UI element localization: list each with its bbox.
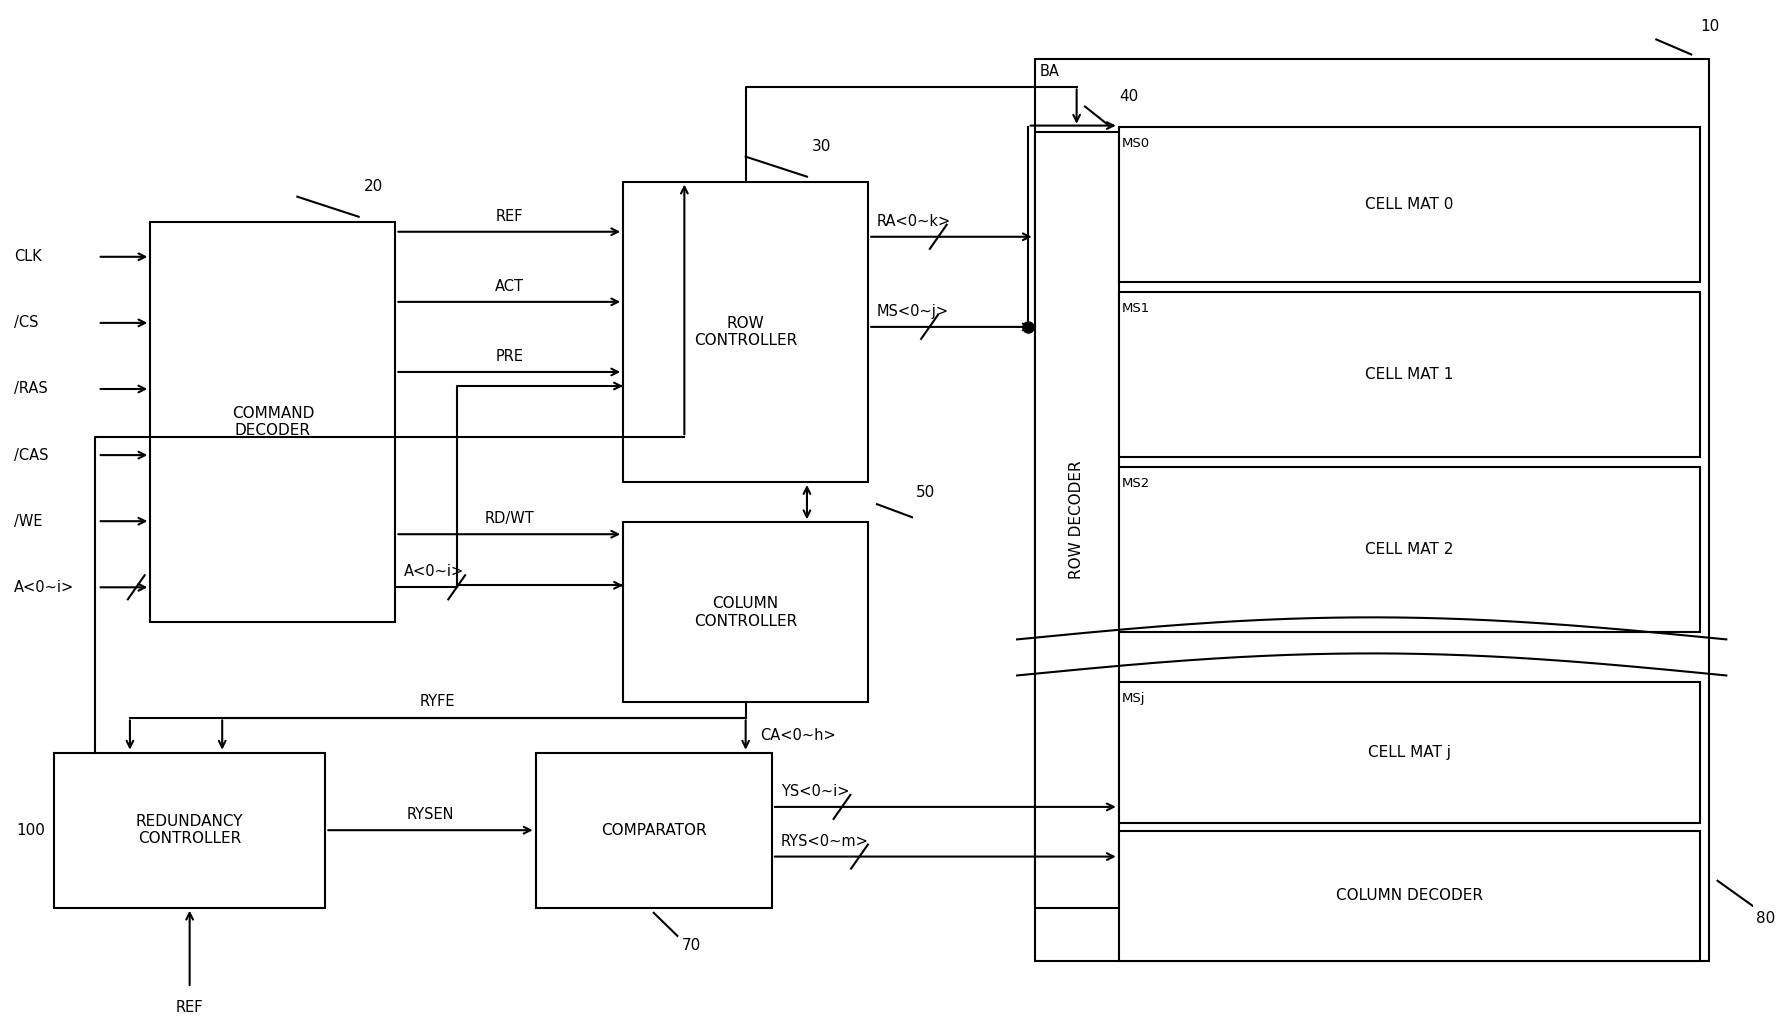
- FancyBboxPatch shape: [536, 753, 773, 908]
- Text: 80: 80: [1756, 911, 1776, 925]
- Text: RYS<0~m>: RYS<0~m>: [781, 834, 868, 848]
- FancyBboxPatch shape: [151, 222, 396, 622]
- Text: ROW
CONTROLLER: ROW CONTROLLER: [694, 315, 797, 348]
- Text: /WE: /WE: [14, 514, 43, 529]
- Text: A<0~i>: A<0~i>: [405, 564, 464, 580]
- Text: ACT: ACT: [496, 279, 524, 294]
- Text: CELL MAT 2: CELL MAT 2: [1366, 542, 1453, 557]
- Text: 40: 40: [1119, 88, 1138, 104]
- Text: YS<0~i>: YS<0~i>: [781, 784, 849, 799]
- Text: MS<0~j>: MS<0~j>: [877, 304, 948, 319]
- Text: ROW DECODER: ROW DECODER: [1069, 461, 1083, 579]
- FancyBboxPatch shape: [1119, 831, 1700, 961]
- FancyBboxPatch shape: [623, 182, 868, 482]
- FancyBboxPatch shape: [1119, 292, 1700, 457]
- Text: COLUMN DECODER: COLUMN DECODER: [1336, 888, 1483, 903]
- Text: 100: 100: [16, 823, 44, 838]
- Text: CELL MAT j: CELL MAT j: [1368, 745, 1451, 760]
- Text: MS2: MS2: [1122, 477, 1151, 490]
- Text: /CAS: /CAS: [14, 447, 48, 463]
- FancyBboxPatch shape: [53, 753, 325, 908]
- FancyBboxPatch shape: [1035, 59, 1709, 961]
- Text: 30: 30: [812, 138, 831, 154]
- Text: CLK: CLK: [14, 249, 41, 264]
- Text: 50: 50: [915, 485, 934, 500]
- FancyBboxPatch shape: [623, 522, 868, 703]
- Text: 10: 10: [1700, 19, 1719, 35]
- FancyBboxPatch shape: [1119, 126, 1700, 282]
- Text: 70: 70: [682, 938, 702, 953]
- Text: COMMAND
DECODER: COMMAND DECODER: [231, 406, 314, 438]
- Text: CA<0~h>: CA<0~h>: [760, 727, 835, 742]
- Text: COMPARATOR: COMPARATOR: [600, 823, 707, 838]
- Text: REF: REF: [176, 1000, 204, 1015]
- Text: BA: BA: [1039, 63, 1058, 78]
- Text: PRE: PRE: [496, 349, 524, 364]
- Text: RD/WT: RD/WT: [485, 512, 535, 526]
- Text: 20: 20: [364, 179, 384, 193]
- Text: MSj: MSj: [1122, 693, 1146, 706]
- Text: RA<0~k>: RA<0~k>: [877, 214, 952, 229]
- Text: /RAS: /RAS: [14, 381, 48, 397]
- Text: CELL MAT 1: CELL MAT 1: [1366, 367, 1453, 382]
- FancyBboxPatch shape: [1035, 131, 1119, 908]
- Text: MS0: MS0: [1122, 136, 1151, 149]
- Text: /CS: /CS: [14, 315, 37, 331]
- FancyBboxPatch shape: [1119, 682, 1700, 823]
- Text: MS1: MS1: [1122, 302, 1151, 315]
- Text: COLUMN
CONTROLLER: COLUMN CONTROLLER: [694, 596, 797, 629]
- Text: RYFE: RYFE: [421, 695, 455, 710]
- Text: A<0~i>: A<0~i>: [14, 580, 75, 595]
- Text: REF: REF: [496, 208, 522, 224]
- Text: REDUNDANCY
CONTROLLER: REDUNDANCY CONTROLLER: [137, 814, 243, 846]
- Text: CELL MAT 0: CELL MAT 0: [1366, 196, 1453, 212]
- Text: RYSEN: RYSEN: [407, 807, 455, 822]
- FancyBboxPatch shape: [1119, 467, 1700, 633]
